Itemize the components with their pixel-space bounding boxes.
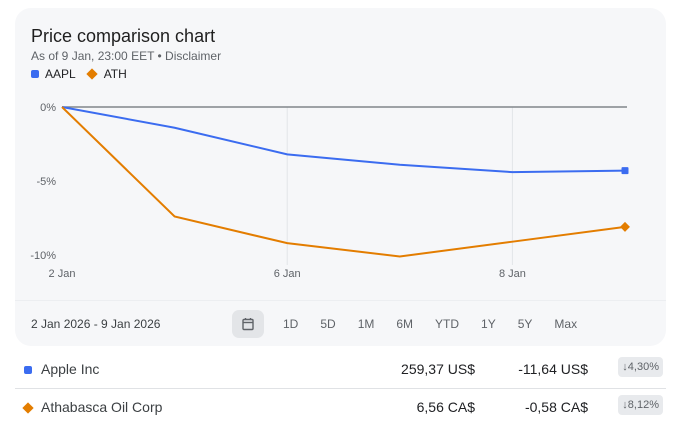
- y-tick-label: -5%: [36, 176, 56, 188]
- range-buttons: 1D 5D 1M 6M YTD 1Y 5Y Max: [232, 310, 588, 338]
- range-1y-button[interactable]: 1Y: [481, 317, 496, 331]
- diamond-icon: [22, 402, 34, 414]
- x-tick-label: 2 Jan: [49, 268, 76, 280]
- range-bar: [15, 300, 666, 347]
- series-line-aapl: [61, 106, 626, 174]
- stock-row-apple[interactable]: Apple Inc 259,37 US$ -11,64 US$ ↓4,30%: [15, 350, 666, 388]
- stock-name: Apple Inc: [41, 361, 100, 377]
- y-tick-label: 0%: [40, 102, 56, 114]
- range-1m-button[interactable]: 1M: [357, 317, 375, 331]
- end-marker-diamond: [620, 221, 630, 232]
- stock-price: 6,56 CA$: [416, 399, 475, 415]
- legend: AAPL ATH: [31, 67, 127, 81]
- square-icon: [24, 366, 32, 374]
- chart-card: [15, 8, 666, 346]
- stock-change: -0,58 CA$: [524, 399, 588, 415]
- percent-change-badge: ↓4,30%: [618, 357, 663, 377]
- aapl-legend-square-icon: [31, 70, 39, 78]
- series-line-ath: [61, 106, 626, 258]
- date-range: 2 Jan 2026 - 9 Jan 2026: [31, 317, 161, 331]
- end-marker-square: [621, 167, 629, 175]
- row-divider: [15, 388, 666, 389]
- range-6m-button[interactable]: 6M: [396, 317, 414, 331]
- chart-title: Price comparison chart: [31, 26, 216, 46]
- legend-aapl: AAPL: [45, 67, 76, 81]
- x-tick-label: 8 Jan: [499, 268, 526, 280]
- y-tick-label: -10%: [30, 250, 56, 262]
- x-tick-label: 6 Jan: [274, 268, 301, 280]
- legend-ath: ATH: [103, 67, 127, 81]
- stock-price: 259,37 US$: [401, 361, 475, 377]
- range-1d-button[interactable]: 1D: [283, 317, 299, 331]
- line-chart[interactable]: 2 Jan 6 Jan 8 Jan 0% -5% -10%: [0, 0, 681, 300]
- stock-row-athabasca[interactable]: Athabasca Oil Corp 6,56 CA$ -0,58 CA$ ↓8…: [15, 388, 666, 426]
- stock-name: Athabasca Oil Corp: [41, 399, 163, 415]
- chart-subtitle: As of 9 Jan, 23:00 EET • Disclaimer: [31, 49, 222, 63]
- range-max-button[interactable]: Max: [554, 317, 578, 331]
- percent-change-badge: ↓8,12%: [618, 395, 663, 415]
- calendar-button[interactable]: [232, 310, 264, 338]
- range-5d-button[interactable]: 5D: [320, 317, 336, 331]
- calendar-icon: [242, 318, 254, 331]
- range-ytd-button[interactable]: YTD: [435, 317, 460, 331]
- stock-change: -11,64 US$: [518, 361, 588, 377]
- range-5y-button[interactable]: 5Y: [517, 317, 533, 331]
